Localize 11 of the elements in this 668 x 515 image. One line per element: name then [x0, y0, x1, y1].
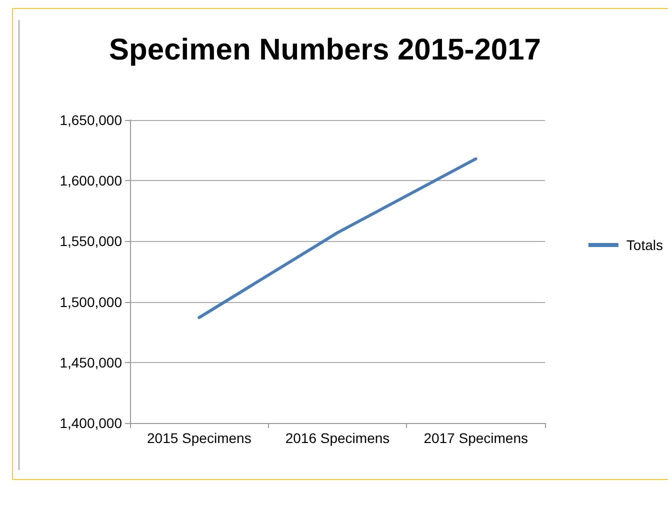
legend-label: Totals [626, 237, 664, 253]
x-tick-label: 2016 Specimens [285, 430, 390, 446]
y-tick-label: 1,400,000 [60, 415, 122, 431]
x-tick-label: 2017 Specimens [424, 430, 528, 446]
x-tick-label: 2015 Specimens [147, 430, 252, 446]
chart-title: Specimen Numbers 2015-2017 [109, 34, 541, 66]
y-tick-label: 1,450,000 [60, 354, 122, 370]
y-tick-label: 1,650,000 [60, 112, 122, 128]
y-tick-label: 1,550,000 [60, 233, 122, 250]
y-tick-label: 1,500,000 [60, 294, 122, 310]
y-tick-label: 1,600,000 [60, 172, 122, 189]
